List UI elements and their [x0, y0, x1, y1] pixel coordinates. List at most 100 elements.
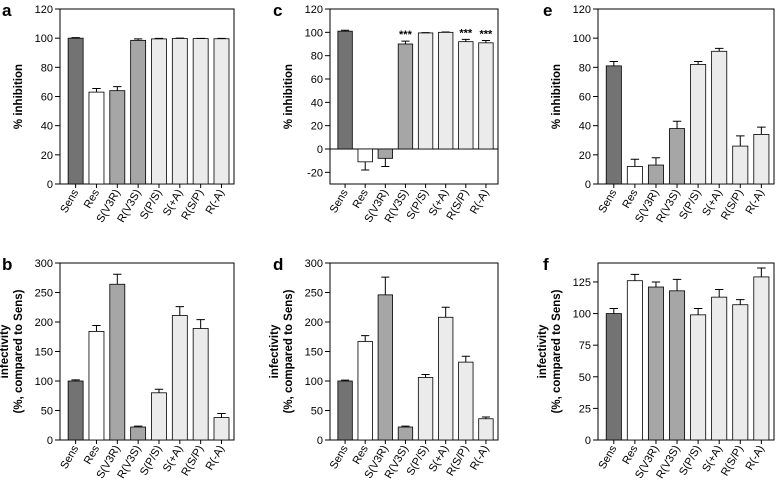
bar-d-Sens — [337, 380, 353, 441]
error-bar-d-R(S/P) — [461, 355, 470, 363]
bar-a-Sens — [67, 37, 84, 185]
bar-c-R(V3S) — [397, 43, 414, 150]
y-tick-label-e-4: 80 — [579, 62, 591, 74]
y-tick-label-c-6: 100 — [305, 27, 323, 39]
y-axis-title-e: % inhibition — [551, 64, 563, 129]
y-tick-label-b-5: 250 — [35, 288, 53, 300]
error-bar-e-R(S/P) — [736, 135, 745, 147]
bar-a-S(P/S) — [151, 38, 167, 185]
category-label-f-4: S(P/S) — [677, 444, 704, 478]
y-tick-label-b-0: 0 — [47, 435, 53, 447]
bar-f-R(-A) — [753, 276, 770, 441]
panel-letter-b: b — [2, 255, 12, 274]
panel-letter-f: f — [543, 255, 549, 274]
category-label-f-7: R(-A) — [743, 444, 767, 473]
bar-c-S(V3R) — [377, 148, 393, 159]
y-tick-label-e-6: 120 — [573, 4, 591, 16]
bar-c-S(+A) — [438, 31, 454, 150]
y-tick-label-d-2: 100 — [305, 376, 323, 388]
error-bar-b-Sens — [71, 379, 80, 381]
y-tick-label-a-4: 80 — [41, 62, 53, 74]
y-tick-label-e-5: 100 — [573, 33, 591, 45]
y-tick-label-e-2: 40 — [579, 121, 591, 133]
error-bar-e-Sens — [609, 61, 619, 66]
error-bar-b-S(P/S) — [154, 388, 164, 393]
significance-c-R(V3S): *** — [399, 29, 413, 41]
y-tick-label-d-0: 0 — [317, 435, 323, 447]
bar-d-S(P/S) — [417, 377, 434, 441]
bar-b-R(S/P) — [192, 328, 209, 441]
category-label-d-7: R(-A) — [468, 444, 492, 473]
category-label-f-0: Sens — [596, 443, 619, 471]
y-tick-label-b-2: 100 — [35, 376, 53, 388]
error-bar-c-R(V3S) — [401, 40, 410, 44]
y-tick-label-c-0: -20 — [307, 167, 323, 179]
bar-b-R(-A) — [213, 417, 230, 441]
bar-b-S(V3R) — [109, 283, 126, 441]
y-tick-label-c-1: 0 — [317, 144, 323, 156]
y-tick-label-d-3: 150 — [305, 347, 323, 359]
error-bar-e-Res — [630, 158, 640, 167]
error-bar-f-S(V3R) — [651, 281, 661, 288]
y-tick-label-f-1: 25 — [579, 403, 591, 415]
y-tick-label-d-4: 200 — [305, 317, 323, 329]
y-tick-label-a-0: 0 — [47, 179, 53, 191]
category-label-b-1: Res — [82, 443, 102, 466]
y-axis-title-b: infectivity (%, compared to Sens) — [0, 289, 25, 413]
error-bar-d-Sens — [341, 379, 350, 381]
bar-a-S(+A) — [171, 38, 188, 185]
error-bar-a-Sens — [71, 37, 80, 39]
y-tick-label-b-3: 150 — [35, 347, 53, 359]
significance-c-R(S/P): *** — [459, 27, 473, 39]
y-tick-label-c-2: 20 — [311, 121, 323, 133]
bar-d-S(V3R) — [377, 294, 393, 441]
bar-e-S(P/S) — [690, 64, 707, 185]
panel-letter-c: c — [273, 1, 282, 20]
y-tick-label-d-5: 250 — [305, 288, 323, 300]
error-bar-d-Res — [361, 335, 370, 342]
y-axis-title-a: % inhibition — [13, 64, 25, 129]
y-tick-label-b-6: 300 — [35, 258, 53, 270]
y-tick-label-d-6: 300 — [305, 258, 323, 270]
error-bar-b-S(+A) — [175, 306, 185, 316]
error-bar-e-S(V3R) — [651, 157, 661, 166]
error-bar-b-R(V3S) — [133, 425, 143, 428]
category-label-a-0: Sens — [58, 187, 81, 215]
category-label-f-1: Res — [620, 443, 640, 466]
error-bar-c-Sens — [341, 29, 350, 32]
error-bar-f-R(S/P) — [736, 299, 745, 305]
error-bar-b-Res — [92, 325, 101, 332]
y-tick-label-f-4: 100 — [573, 309, 591, 321]
category-label-c-7: R(-A) — [468, 188, 492, 217]
error-bar-d-R(-A) — [481, 416, 490, 419]
category-label-e-1: Res — [620, 187, 640, 210]
error-bar-d-R(V3S) — [401, 425, 410, 428]
bar-f-Res — [626, 280, 643, 441]
error-bar-e-S(+A) — [714, 47, 724, 52]
error-bar-d-S(V3R) — [381, 276, 390, 295]
error-bar-c-S(V3R) — [381, 158, 390, 167]
category-label-e-4: S(P/S) — [677, 188, 704, 222]
y-axis-title-f: infectivity (%, compared to Sens) — [537, 289, 563, 413]
error-bar-b-R(-A) — [217, 412, 226, 418]
error-bar-a-Res — [92, 87, 101, 93]
plot-frame-f — [597, 262, 775, 441]
y-tick-label-c-3: 40 — [311, 97, 323, 109]
error-bar-c-R(-A) — [481, 40, 490, 43]
panel-letter-a: a — [2, 1, 12, 20]
category-label-a-7: R(-A) — [204, 188, 228, 217]
error-bar-f-Res — [630, 273, 640, 281]
y-tick-label-c-5: 80 — [311, 51, 323, 63]
category-label-b-7: R(-A) — [204, 444, 228, 473]
chart-panel-b: b infectivity (%, compared to Sens) 0 50 100 1… — [0, 255, 235, 481]
bar-a-Res — [88, 91, 105, 185]
panel-letter-e: e — [543, 1, 552, 20]
bar-f-S(+A) — [711, 296, 728, 441]
significance-c-R(-A): *** — [480, 29, 494, 41]
bar-a-R(S/P) — [192, 38, 209, 185]
bar-e-R(V3S) — [669, 128, 686, 185]
bar-e-S(+A) — [711, 50, 728, 185]
error-bar-f-R(-A) — [757, 267, 766, 277]
category-label-a-1: Res — [82, 187, 102, 210]
